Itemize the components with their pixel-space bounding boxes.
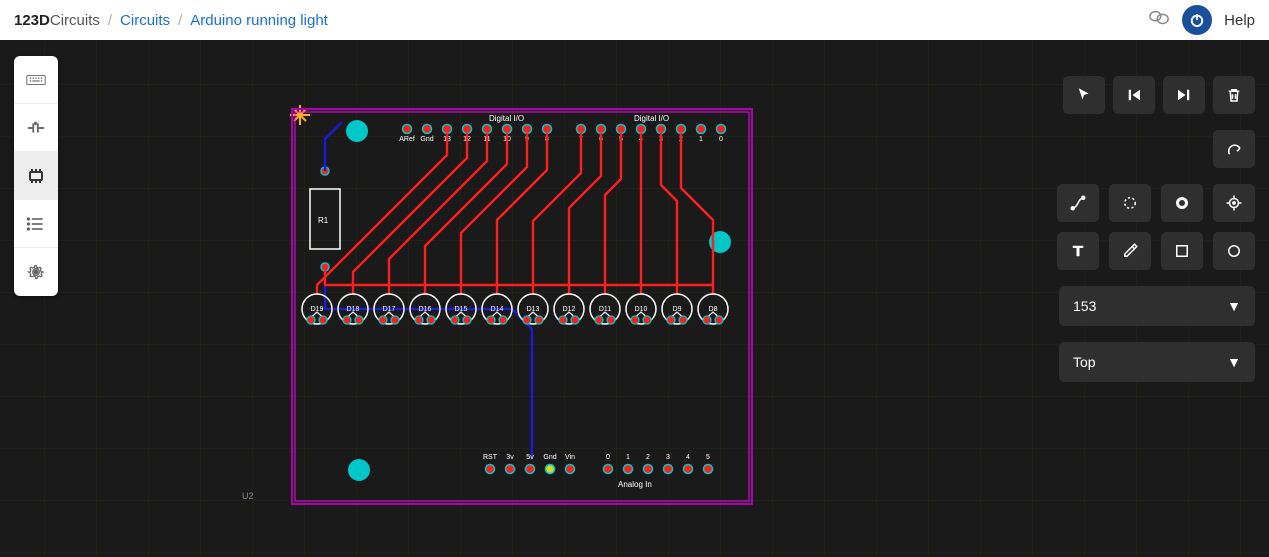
size-select[interactable]: 153 ▼ — [1059, 286, 1255, 326]
digital-io-label-2: Digital I/O — [634, 114, 669, 123]
svg-text:D13: D13 — [526, 306, 539, 313]
layer-select[interactable]: Top ▼ — [1059, 342, 1255, 382]
svg-text:0: 0 — [606, 454, 610, 461]
square-icon[interactable] — [1161, 232, 1203, 270]
breadcrumb-sep: / — [178, 12, 182, 29]
svg-text:4: 4 — [686, 454, 690, 461]
route-icon[interactable] — [1057, 184, 1099, 222]
u2-label: U2 — [242, 491, 254, 501]
top-button-row — [1045, 76, 1255, 114]
svg-text:Gnd: Gnd — [543, 454, 556, 461]
analog-in-label: Analog In — [618, 480, 652, 489]
svg-text:3v: 3v — [506, 454, 514, 461]
chat-icon[interactable] — [1148, 7, 1170, 34]
eyedrop-icon[interactable] — [1109, 232, 1151, 270]
svg-text:D18: D18 — [346, 306, 359, 313]
left-toolbar — [14, 56, 58, 296]
svg-text:Gnd: Gnd — [420, 136, 433, 143]
svg-text:0: 0 — [719, 136, 723, 143]
svg-text:D19: D19 — [310, 306, 323, 313]
svg-text:ARef: ARef — [399, 136, 415, 143]
topbar: 123DCircuits / Circuits / Arduino runnin… — [0, 0, 1269, 40]
svg-text:D14: D14 — [490, 306, 503, 313]
dashed-circle-icon[interactable] — [1109, 184, 1151, 222]
svg-text:D11: D11 — [598, 306, 610, 313]
layer-value: Top — [1073, 354, 1096, 370]
svg-text:2: 2 — [646, 454, 650, 461]
svg-text:D10: D10 — [634, 306, 647, 313]
help-link[interactable]: Help — [1224, 12, 1255, 29]
breadcrumb-circuits[interactable]: Circuits — [120, 12, 170, 29]
logo: 123DCircuits — [14, 12, 100, 29]
svg-text:RST: RST — [483, 454, 498, 461]
step-back-icon[interactable] — [1113, 76, 1155, 114]
text-icon[interactable] — [1057, 232, 1099, 270]
svg-text:D17: D17 — [382, 306, 395, 313]
workspace: ARefGnd131211109876543210 Digital I/O Di… — [0, 40, 1269, 557]
svg-text:D16: D16 — [418, 306, 431, 313]
chevron-down-icon: ▼ — [1227, 298, 1241, 314]
target-icon[interactable] — [1213, 184, 1255, 222]
breadcrumb-project[interactable]: Arduino running light — [190, 12, 328, 29]
svg-text:D9: D9 — [672, 306, 681, 313]
circle-icon[interactable] — [1213, 232, 1255, 270]
pcb-board[interactable]: ARefGnd131211109876543210 Digital I/O Di… — [242, 59, 802, 539]
gear-icon[interactable] — [14, 248, 58, 296]
keyboard-icon[interactable] — [14, 56, 58, 104]
capacitor-icon[interactable] — [14, 104, 58, 152]
logo-light: Circuits — [50, 12, 100, 29]
r1-label: R1 — [318, 216, 329, 225]
power-button[interactable] — [1182, 5, 1212, 35]
breadcrumb: 123DCircuits / Circuits / Arduino runnin… — [14, 12, 328, 29]
canvas-area[interactable]: ARefGnd131211109876543210 Digital I/O Di… — [70, 40, 1029, 557]
svg-text:1: 1 — [626, 454, 630, 461]
svg-text:5: 5 — [706, 454, 710, 461]
list-icon[interactable] — [14, 200, 58, 248]
digital-io-label-1: Digital I/O — [489, 114, 524, 123]
svg-text:D15: D15 — [454, 306, 467, 313]
trash-icon[interactable] — [1213, 76, 1255, 114]
tool-grid — [1045, 184, 1255, 270]
redo-row — [1045, 130, 1255, 168]
logo-bold: 123D — [14, 12, 50, 29]
svg-text:D8: D8 — [708, 306, 717, 313]
svg-text:3: 3 — [666, 454, 670, 461]
cursor-icon[interactable] — [1063, 76, 1105, 114]
svg-text:Vin: Vin — [565, 454, 575, 461]
svg-text:1: 1 — [699, 136, 703, 143]
redo-icon[interactable] — [1213, 130, 1255, 168]
step-forward-icon[interactable] — [1163, 76, 1205, 114]
breadcrumb-sep: / — [108, 12, 112, 29]
svg-text:5v: 5v — [526, 454, 534, 461]
chevron-down-icon: ▼ — [1227, 354, 1241, 370]
chip-icon[interactable] — [14, 152, 58, 200]
bold-ring-icon[interactable] — [1161, 184, 1203, 222]
topbar-right: Help — [1148, 5, 1255, 35]
right-panel: 153 ▼ Top ▼ — [1045, 76, 1255, 382]
size-value: 153 — [1073, 298, 1096, 314]
svg-text:D12: D12 — [562, 306, 575, 313]
